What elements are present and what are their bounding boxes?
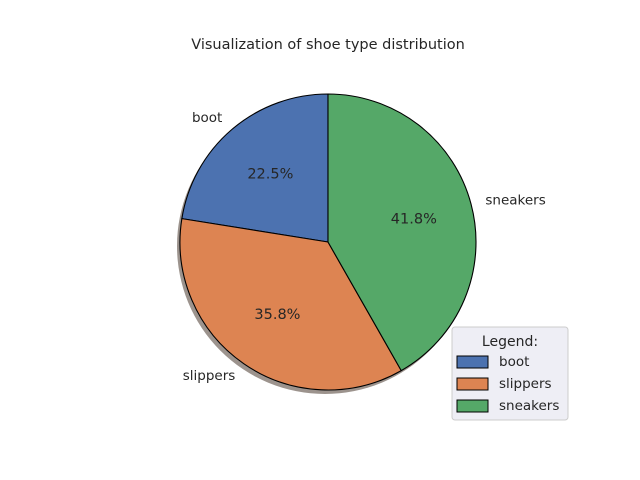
chart-title: Visualization of shoe type distribution: [191, 37, 465, 53]
slice-percent-slippers: 35.8%: [254, 307, 300, 323]
slice-label-slippers: slippers: [183, 368, 236, 384]
slice-percent-boot: 22.5%: [247, 166, 293, 182]
legend-frame: [451, 326, 569, 421]
pie-labels: boot 22.5% slippers 35.8% sneakers 41.8%: [183, 110, 546, 384]
legend-entries: boot slippers sneakers: [456, 354, 559, 414]
legend-swatch-sneakers: [456, 399, 489, 413]
pie-slices: [179, 93, 477, 391]
pie-slice-boot: [181, 93, 329, 243]
legend: Legend: boot slippers sneakers: [451, 326, 569, 421]
legend-label-boot: boot: [499, 354, 529, 370]
legend-label-sneakers: sneakers: [499, 398, 559, 414]
legend-title: Legend:: [482, 334, 538, 350]
legend-swatch-slippers: [456, 377, 489, 391]
pie-slice-slippers: [179, 218, 402, 391]
pie-slice-sneakers: [327, 93, 477, 372]
legend-swatch-boot: [456, 355, 489, 369]
slice-label-boot: boot: [192, 110, 222, 126]
slice-label-sneakers: sneakers: [485, 192, 545, 208]
slice-percent-sneakers: 41.8%: [391, 211, 437, 227]
legend-label-slippers: slippers: [499, 376, 552, 392]
